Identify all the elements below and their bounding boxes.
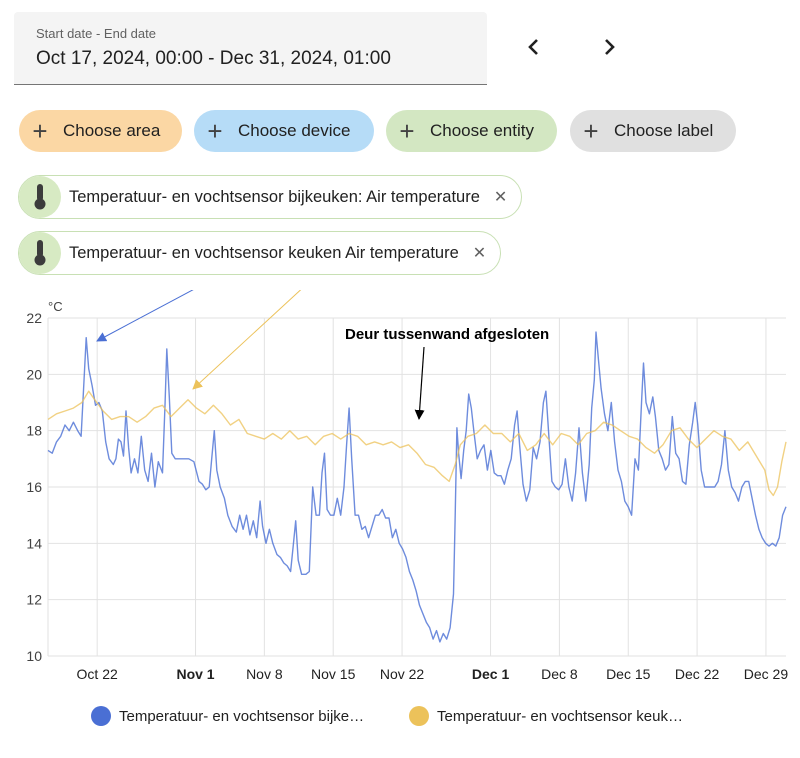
x-tick-label: Dec 15	[606, 666, 651, 682]
temperature-history-chart: 22 20 18 16 14 12 10 Oct 22 Nov 1 Nov 8 Nov 15 Nov…	[26, 290, 789, 682]
x-tick-label: Nov 8	[246, 666, 283, 682]
y-tick-label: 14	[26, 535, 42, 551]
x-tick-label: Nov 15	[311, 666, 356, 682]
y-tick-label: 22	[26, 310, 42, 326]
x-tick-label: Dec 29	[744, 666, 789, 682]
entity-chip-label: Temperatuur- en vochtsensor bijkeuken: A…	[69, 187, 480, 206]
entity-chip-bijkeuken[interactable]: Temperatuur- en vochtsensor bijkeuken: A…	[18, 175, 523, 219]
x-tick-label: Nov 22	[380, 666, 425, 682]
legend-color-dot	[409, 706, 429, 726]
date-range-label: Start date - End date	[36, 26, 156, 41]
x-tick-label: Nov 1	[176, 666, 214, 682]
y-tick-label: 12	[26, 592, 42, 608]
y-tick-label: 18	[26, 423, 42, 439]
choose-entity-label: Choose entity	[430, 121, 534, 140]
legend-item-keuken[interactable]: Temperatuur- en vochtsensor keuk…	[409, 706, 683, 726]
previous-period-button[interactable]	[518, 32, 548, 62]
choose-device-label: Choose device	[238, 121, 351, 140]
choose-device-button[interactable]: + Choose device	[194, 110, 374, 152]
series-line-bijkeuken	[47, 331, 787, 643]
plus-icon: +	[583, 116, 599, 146]
choose-label-label: Choose label	[614, 121, 714, 140]
close-icon[interactable]: ✕	[472, 245, 487, 262]
entity-chip-keuken[interactable]: Temperatuur- en vochtsensor keuken Air t…	[18, 231, 502, 275]
series-line-keuken	[47, 390, 787, 497]
plus-icon: +	[399, 116, 415, 146]
close-icon[interactable]: ✕	[493, 189, 508, 206]
legend-label: Temperatuur- en vochtsensor bijke…	[119, 707, 365, 725]
choose-entity-button[interactable]: + Choose entity	[386, 110, 557, 152]
entity-chip-label: Temperatuur- en vochtsensor keuken Air t…	[69, 243, 459, 262]
annotation-arrow-door	[414, 346, 425, 420]
thermometer-icon	[19, 232, 61, 274]
plus-icon: +	[207, 116, 223, 146]
y-axis-unit-label: °C	[48, 299, 63, 314]
choose-area-button[interactable]: + Choose area	[19, 110, 182, 152]
thermometer-icon	[19, 176, 61, 218]
annotation-arrow-keuken	[192, 290, 302, 390]
plus-icon: +	[32, 116, 48, 146]
y-tick-label: 10	[26, 648, 42, 664]
y-tick-label: 16	[26, 479, 42, 495]
date-range-field[interactable]: Start date - End date Oct 17, 2024, 00:0…	[14, 12, 487, 85]
date-range-value[interactable]: Oct 17, 2024, 00:00 - Dec 31, 2024, 01:0…	[36, 48, 391, 69]
x-tick-label: Dec 1	[472, 666, 510, 682]
chevron-left-icon	[528, 39, 538, 55]
annotation-arrow-bijkeuken	[96, 290, 194, 342]
legend-label: Temperatuur- en vochtsensor keuk…	[437, 707, 683, 725]
chevron-right-icon	[605, 39, 615, 55]
x-tick-label: Oct 22	[77, 666, 118, 682]
y-tick-label: 20	[26, 366, 42, 382]
chart-annotation: Deur tussenwand afgesloten	[345, 326, 549, 343]
choose-label-button[interactable]: + Choose label	[570, 110, 736, 152]
x-tick-label: Dec 22	[675, 666, 720, 682]
x-tick-label: Dec 8	[541, 666, 578, 682]
legend-item-bijkeuken[interactable]: Temperatuur- en vochtsensor bijke…	[91, 706, 364, 726]
legend-color-dot	[91, 706, 111, 726]
next-period-button[interactable]	[595, 32, 625, 62]
choose-area-label: Choose area	[63, 121, 161, 140]
